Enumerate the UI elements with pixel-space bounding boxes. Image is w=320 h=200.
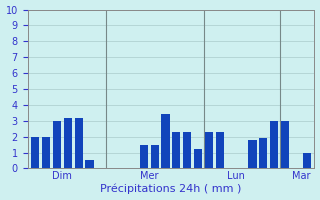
Bar: [31, 137, 39, 168]
Bar: [64, 118, 72, 168]
Bar: [42, 137, 50, 168]
Bar: [281, 121, 289, 168]
Bar: [303, 153, 311, 168]
Bar: [75, 118, 83, 168]
Bar: [205, 132, 213, 168]
Bar: [194, 149, 202, 168]
Bar: [216, 132, 224, 168]
Bar: [172, 132, 180, 168]
Bar: [183, 132, 191, 168]
Bar: [53, 121, 61, 168]
Bar: [151, 145, 159, 168]
Bar: [270, 121, 278, 168]
Bar: [162, 114, 170, 168]
Bar: [85, 160, 93, 168]
Bar: [259, 138, 268, 168]
Bar: [140, 145, 148, 168]
Bar: [248, 140, 257, 168]
X-axis label: Précipitations 24h ( mm ): Précipitations 24h ( mm ): [100, 184, 242, 194]
